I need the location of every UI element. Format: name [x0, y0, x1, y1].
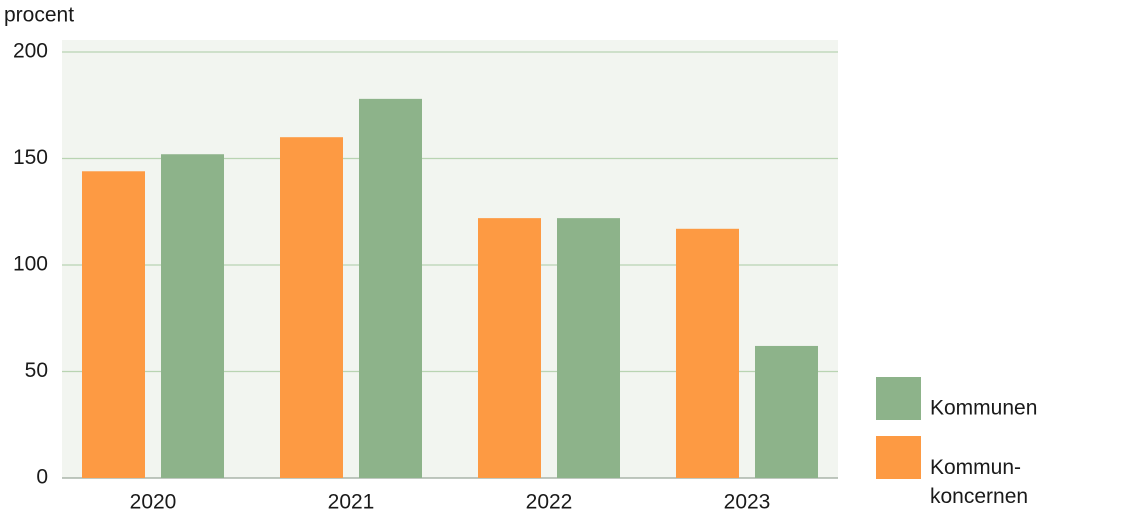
legend-label-line: koncernen	[930, 485, 1028, 508]
bar	[557, 218, 620, 478]
bar	[82, 171, 145, 478]
bar	[755, 345, 818, 478]
y-tick-label: 50	[25, 359, 48, 382]
bar	[478, 218, 541, 478]
y-tick-label: 0	[36, 466, 48, 489]
bar	[359, 98, 422, 479]
x-tick-label: 2020	[130, 491, 177, 514]
x-tick-label: 2021	[328, 491, 375, 514]
bar	[280, 137, 343, 478]
legend-label: Kommunen	[930, 397, 1037, 420]
y-tick-label: 150	[13, 146, 48, 169]
bar	[161, 154, 224, 479]
y-axis-label: procent	[4, 4, 74, 27]
x-tick-label: 2022	[526, 491, 573, 514]
legend-label: Kommun-koncernen	[930, 456, 1028, 508]
y-tick-label: 100	[13, 253, 48, 276]
legend-label-line: Kommun-	[930, 456, 1021, 479]
legend-swatch	[876, 436, 921, 479]
y-tick-label: 200	[13, 40, 48, 63]
bar	[676, 228, 739, 478]
legend-swatch	[876, 377, 921, 420]
x-tick-label: 2023	[724, 491, 771, 514]
